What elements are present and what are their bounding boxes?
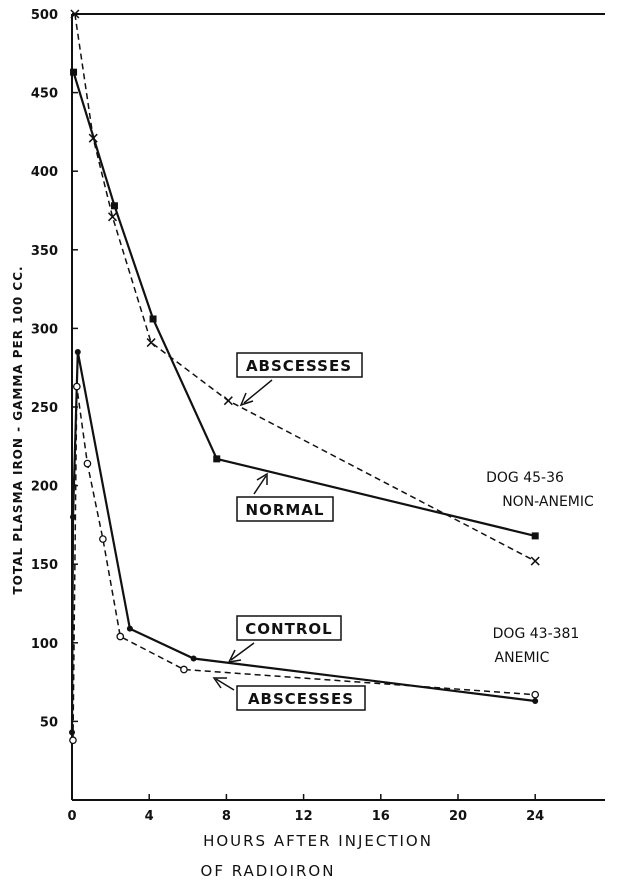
y-tick-label: 150 (31, 558, 58, 573)
x-tick-label: 24 (526, 809, 544, 824)
dog-lower-label-line1: DOG 43-381 (493, 626, 580, 642)
svg-text:ABSCESSES: ABSCESSES (246, 357, 352, 375)
x-tick-label: 4 (145, 809, 154, 824)
x-axis-title-line2: OF RADIOIRON (201, 862, 336, 880)
data-point (213, 455, 221, 463)
series-abscesses-1 (70, 9, 540, 566)
x-tick-label: 16 (372, 809, 390, 824)
dog-upper-label-line1: DOG 45-36 (486, 470, 564, 486)
annotation-abscesses-lower: ABSCESSES (212, 677, 366, 711)
y-tick-label: 400 (31, 165, 58, 180)
series-control-2 (69, 348, 539, 736)
data-point (531, 690, 540, 699)
data-point (146, 338, 156, 348)
data-point (83, 459, 92, 468)
data-point (99, 535, 107, 543)
y-axis-title: TOTAL PLASMA IRON - GAMMA PER 100 CC. (11, 265, 25, 594)
data-point (88, 133, 98, 143)
data-point (530, 556, 540, 566)
x-tick-label: 20 (449, 809, 467, 824)
data-point (223, 396, 233, 406)
annotation-control: CONTROL (227, 615, 342, 663)
data-point (70, 9, 80, 19)
data-point (180, 665, 188, 674)
y-tick-label: 500 (31, 8, 58, 23)
x-tick-label: 0 (67, 809, 76, 824)
y-tick-label: 100 (31, 637, 58, 652)
data-point (69, 729, 75, 736)
series-normal-0 (70, 68, 539, 540)
y-tick-label: 450 (31, 87, 58, 102)
data-point (126, 625, 133, 632)
x-tick-label: 8 (222, 809, 231, 824)
data-point (190, 655, 197, 662)
x-axis-title-line1: HOURS AFTER INJECTION (203, 832, 433, 850)
series-line (74, 13, 536, 562)
svg-text:ABSCESSES: ABSCESSES (248, 690, 354, 708)
y-tick-label: 50 (40, 715, 58, 730)
data-point (149, 315, 157, 323)
series-abscesses-3 (69, 382, 540, 745)
data-point (72, 382, 81, 391)
series-line (70, 351, 536, 733)
data-point (532, 697, 539, 704)
y-tick-label: 350 (31, 244, 58, 259)
y-tick-label: 250 (31, 401, 58, 416)
annotation-abscesses-upper: ABSCESSES (236, 352, 363, 407)
series-line (72, 71, 536, 537)
dog-upper-label-line2: NON-ANEMIC (502, 494, 594, 510)
dog-lower-label-line2: ANEMIC (495, 650, 550, 666)
y-tick-labels: 50 100 150 200 250 300 350 400 450 500 (31, 8, 78, 730)
data-point (74, 348, 81, 355)
annotation-normal: NORMAL (236, 472, 334, 522)
x-tick-labels: 0 4 8 12 16 20 24 (67, 794, 544, 824)
svg-text:NORMAL: NORMAL (246, 501, 325, 519)
x-tick-label: 12 (295, 809, 313, 824)
data-point (70, 68, 78, 76)
data-point (531, 532, 539, 540)
svg-text:CONTROL: CONTROL (245, 620, 332, 638)
data-point (116, 632, 125, 641)
data-point (110, 202, 118, 210)
data-point (107, 212, 118, 222)
data-point (69, 736, 77, 745)
series-layer (69, 9, 540, 745)
data-point (69, 514, 76, 521)
y-tick-label: 300 (31, 322, 58, 337)
y-tick-label: 200 (31, 480, 58, 495)
